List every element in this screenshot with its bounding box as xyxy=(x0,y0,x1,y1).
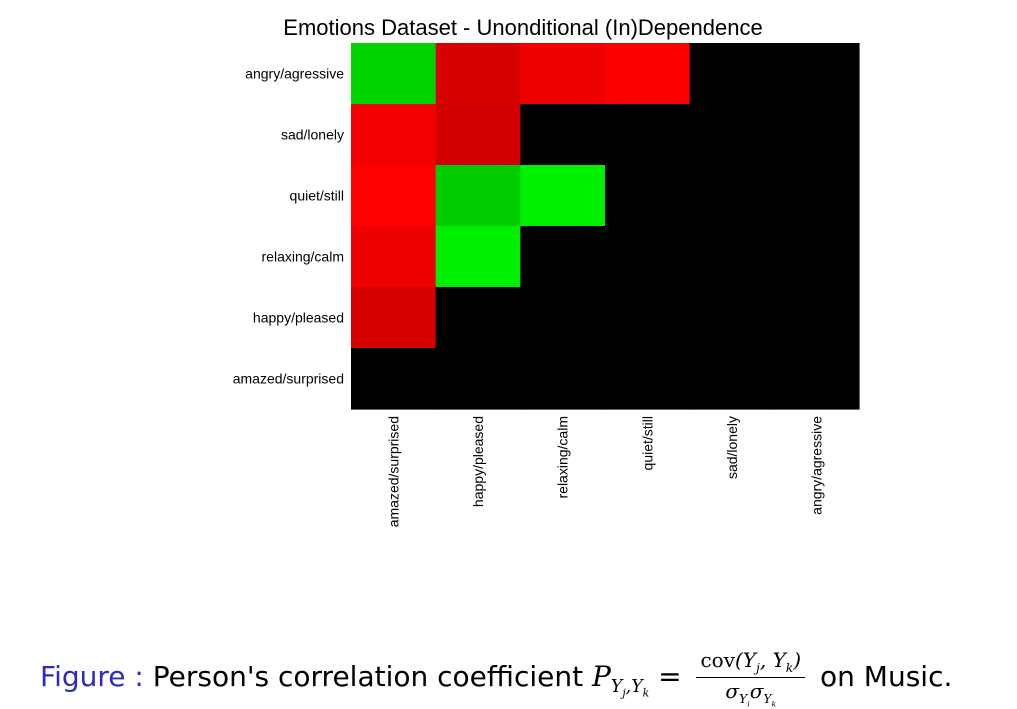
heatmap-cell xyxy=(689,287,775,349)
heatmap-cell xyxy=(605,348,691,410)
heatmap-cell xyxy=(689,165,775,227)
caption-label: Figure : xyxy=(40,659,144,693)
heatmap-cells xyxy=(351,43,860,410)
caption-text: Person's correlation coefficient xyxy=(152,659,584,693)
heatmap-cell xyxy=(520,165,606,227)
row-label: amazed/surprised xyxy=(233,371,344,387)
row-label: relaxing/calm xyxy=(262,249,344,265)
column-label: angry/agressive xyxy=(809,416,825,515)
heatmap-cell xyxy=(605,287,691,349)
correlation-formula: PYj,Yk = cov(Yj, Yk) σYiσYk xyxy=(592,648,820,708)
heatmap-cell xyxy=(351,104,437,166)
heatmap-cell xyxy=(520,348,606,410)
column-labels: amazed/surprised happy/pleased relaxing/ca… xyxy=(385,416,824,527)
heatmap-cell xyxy=(689,226,775,288)
heatmap-cell xyxy=(774,226,860,288)
row-label: sad/lonely xyxy=(281,127,344,143)
column-label: quiet/still xyxy=(639,416,655,470)
heatmap-cell xyxy=(774,104,860,166)
heatmap-cell xyxy=(351,165,437,227)
row-label: quiet/still xyxy=(290,188,344,204)
heatmap-cell xyxy=(435,43,521,105)
heatmap-cell xyxy=(351,287,437,349)
heatmap-cell xyxy=(520,226,606,288)
figure-caption: Figure : Person's correlation coefficien… xyxy=(40,648,1000,708)
heatmap-cell xyxy=(520,287,606,349)
column-label: relaxing/calm xyxy=(555,416,571,498)
caption-suffix: on Music. xyxy=(820,659,953,693)
heatmap-cell xyxy=(435,226,521,288)
formula-fraction: cov(Yj, Yk) σYiσYk xyxy=(696,648,806,709)
heatmap-cell xyxy=(351,226,437,288)
row-label: angry/agressive xyxy=(245,66,344,82)
heatmap-cell xyxy=(605,104,691,166)
heatmap-cell xyxy=(605,226,691,288)
heatmap-cell xyxy=(435,287,521,349)
chart-title: Emotions Dataset - Unonditional (In)Depe… xyxy=(283,15,762,40)
heatmap-cell xyxy=(605,43,691,105)
heatmap-cell xyxy=(520,104,606,166)
heatmap-cell xyxy=(351,43,437,105)
heatmap-cell xyxy=(435,348,521,410)
heatmap-cell xyxy=(520,43,606,105)
heatmap-cell xyxy=(435,165,521,227)
heatmap-cell xyxy=(605,165,691,227)
heatmap-cell xyxy=(689,348,775,410)
column-label: amazed/surprised xyxy=(385,416,401,527)
column-label: sad/lonely xyxy=(724,416,740,479)
heatmap-cell xyxy=(351,348,437,410)
heatmap-cell xyxy=(689,104,775,166)
heatmap-cell xyxy=(774,287,860,349)
column-label: happy/pleased xyxy=(470,416,486,507)
heatmap-cell xyxy=(689,43,775,105)
row-labels: angry/agressive sad/lonely quiet/still rela… xyxy=(233,66,344,387)
heatmap-cell xyxy=(435,104,521,166)
row-label: happy/pleased xyxy=(253,310,344,326)
heatmap-cell xyxy=(774,43,860,105)
heatmap-cell xyxy=(774,348,860,410)
heatmap-cell xyxy=(774,165,860,227)
heatmap-chart: Emotions Dataset - Unonditional (In)Depe… xyxy=(233,15,860,527)
